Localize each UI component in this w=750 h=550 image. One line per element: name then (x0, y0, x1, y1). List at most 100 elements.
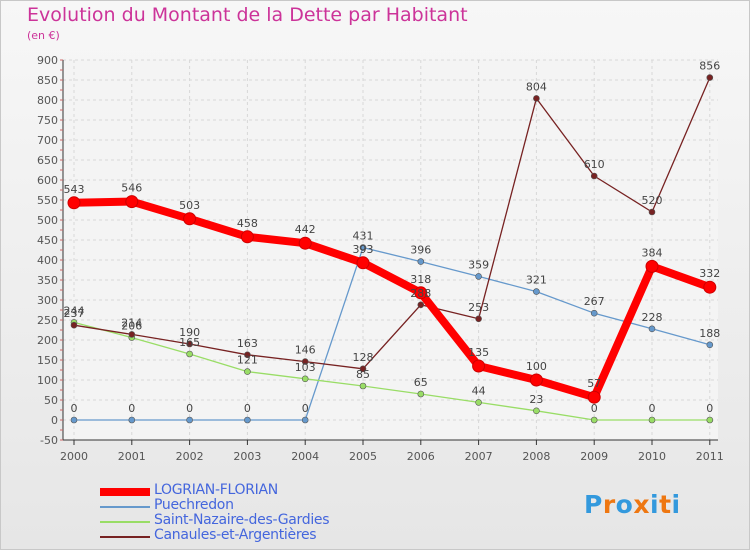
y-tick-label: 50 (44, 394, 58, 407)
logo-letter: i (671, 490, 681, 519)
legend-label: Canaules-et-Argentières (154, 527, 317, 543)
legend-swatch (100, 506, 150, 508)
data-point (301, 375, 309, 383)
data-point (475, 399, 482, 406)
legend-item: Puechredon (100, 497, 400, 514)
data-point (703, 280, 717, 294)
data-label: 288 (410, 287, 431, 300)
data-label: 0 (649, 402, 656, 415)
data-label: 190 (179, 326, 200, 339)
y-tick-label: 550 (37, 194, 58, 207)
data-point (645, 259, 659, 273)
y-tick-label: -50 (40, 434, 58, 447)
data-label: 321 (526, 274, 547, 287)
data-label: 146 (295, 344, 316, 357)
data-point (186, 416, 193, 424)
data-point (359, 244, 367, 251)
data-point (298, 236, 312, 250)
data-label: 804 (526, 80, 547, 93)
y-tick-label: 900 (37, 54, 58, 67)
x-tick-label: 2005 (349, 450, 377, 463)
data-label: 431 (353, 230, 374, 243)
y-tick-label: 200 (37, 334, 58, 347)
data-point (417, 390, 425, 398)
data-point (590, 309, 598, 317)
data-point (648, 325, 656, 333)
data-point (356, 256, 370, 270)
data-label: 396 (410, 244, 431, 257)
data-label: 0 (244, 402, 251, 415)
data-point (186, 340, 193, 348)
data-point (417, 301, 425, 309)
series-line (73, 246, 711, 421)
x-tick-label: 2002 (176, 450, 204, 463)
y-tick-label: 350 (37, 274, 58, 287)
data-point (359, 382, 367, 390)
data-point (70, 321, 78, 329)
data-label: 214 (121, 316, 142, 329)
data-label: 237 (64, 307, 85, 320)
data-label: 103 (295, 361, 316, 374)
y-tick-label: 500 (37, 214, 58, 227)
data-point (706, 74, 714, 81)
y-tick-label: 650 (37, 154, 58, 167)
x-tick-label: 2009 (580, 450, 608, 463)
data-point (590, 416, 598, 424)
x-tick-label: 2010 (638, 450, 666, 463)
x-tick-label: 2011 (696, 450, 724, 463)
legend-label: Puechredon (154, 497, 234, 513)
data-label: 206 (121, 320, 142, 333)
data-point (587, 390, 601, 404)
data-label: 165 (179, 336, 200, 349)
legend-item: Canaules-et-Argentières (100, 527, 400, 544)
plot-area (63, 60, 718, 440)
data-label: 23 (529, 393, 543, 406)
data-point (70, 416, 78, 424)
data-label: 458 (237, 217, 258, 230)
data-label: 503 (179, 199, 200, 212)
data-label: 332 (699, 267, 720, 280)
data-label: 44 (472, 384, 486, 397)
data-point (648, 208, 656, 216)
data-point (183, 212, 197, 226)
data-label: 57 (587, 377, 601, 390)
data-point (301, 416, 309, 424)
logo-letter: r (602, 490, 616, 519)
legend: LOGRIAN-FLORIAN Puechredon Saint-Nazaire… (100, 482, 400, 544)
data-label: 135 (468, 346, 489, 359)
data-label: 0 (71, 402, 78, 415)
data-label: 228 (642, 311, 663, 324)
data-point (590, 172, 598, 180)
data-point (529, 373, 543, 387)
data-label: 121 (237, 354, 258, 367)
data-point (533, 288, 540, 295)
data-label: 267 (584, 295, 605, 308)
y-tick-label: 300 (37, 294, 58, 307)
data-point (359, 365, 367, 373)
data-label: 0 (302, 402, 309, 415)
data-point (706, 341, 714, 349)
data-label: 253 (468, 301, 489, 314)
legend-label: Saint-Nazaire-des-Gardies (154, 512, 330, 528)
data-point (414, 286, 428, 300)
x-tick-label: 2001 (118, 450, 146, 463)
data-label: 543 (64, 183, 85, 196)
data-point (475, 273, 482, 280)
data-label: 0 (591, 402, 598, 415)
data-label: 188 (699, 327, 720, 340)
x-tick-label: 2006 (407, 450, 435, 463)
y-tick-label: 100 (37, 374, 58, 387)
data-point (533, 407, 540, 415)
legend-item: Saint-Nazaire-des-Gardies (100, 512, 400, 529)
series-line (70, 197, 714, 402)
x-tick-label: 2004 (291, 450, 319, 463)
data-label: 163 (237, 337, 258, 350)
x-tick-label: 2007 (465, 450, 493, 463)
data-label: 520 (642, 194, 663, 207)
data-point (533, 95, 540, 102)
data-label: 610 (584, 158, 605, 171)
data-point (244, 368, 251, 375)
x-tick-label: 2003 (233, 450, 261, 463)
data-point (125, 195, 139, 209)
